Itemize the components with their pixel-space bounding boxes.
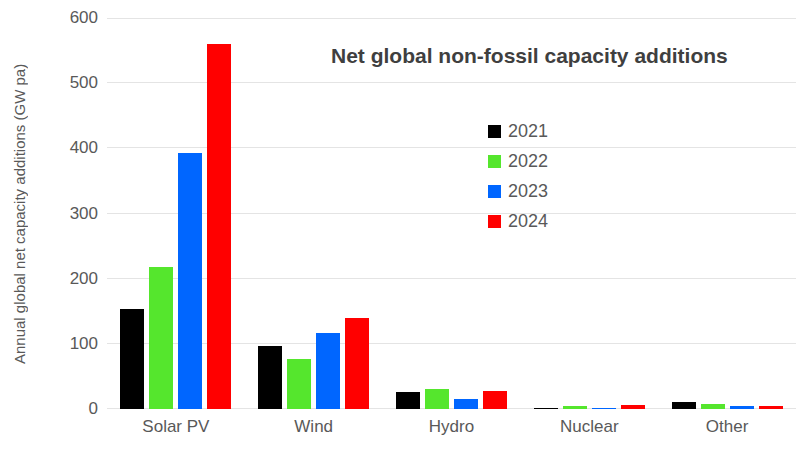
y-axis-title: Annual global net capacity additions (GW… bbox=[8, 18, 30, 409]
bar-2022-hydro bbox=[425, 389, 449, 409]
bar-2023-hydro bbox=[454, 399, 478, 409]
y-tick-label-0: 0 bbox=[50, 400, 98, 418]
bar-2024-nuclear bbox=[621, 405, 645, 409]
bar-2022-nuclear bbox=[563, 406, 587, 409]
bar-group-hydro bbox=[383, 18, 521, 409]
bar-2023-wind bbox=[316, 333, 340, 409]
plot-area bbox=[107, 18, 796, 409]
bar-2023-other bbox=[730, 406, 754, 409]
x-axis-labels: Solar PV Wind Hydro Nuclear Other bbox=[107, 417, 796, 437]
bar-group-nuclear bbox=[520, 18, 658, 409]
bar-2023-solar-pv bbox=[178, 153, 202, 409]
bar-chart: Net global non-fossil capacity additions… bbox=[0, 0, 800, 451]
bar-2021-nuclear bbox=[534, 408, 558, 409]
bar-group-wind bbox=[245, 18, 383, 409]
bar-2022-other bbox=[701, 404, 725, 409]
category-label-hydro: Hydro bbox=[383, 417, 521, 437]
bar-2021-other bbox=[672, 402, 696, 409]
category-label-other: Other bbox=[658, 417, 796, 437]
bar-2022-wind bbox=[287, 359, 311, 409]
bar-2024-hydro bbox=[483, 391, 507, 409]
y-tick-label-500: 500 bbox=[50, 74, 98, 92]
bar-2024-solar-pv bbox=[207, 44, 231, 409]
bar-2021-solar-pv bbox=[120, 309, 144, 409]
bar-2024-wind bbox=[345, 318, 369, 409]
bar-2022-solar-pv bbox=[149, 267, 173, 409]
y-tick-label-300: 300 bbox=[50, 205, 98, 223]
bar-2021-wind bbox=[258, 346, 282, 409]
category-label-nuclear: Nuclear bbox=[520, 417, 658, 437]
category-label-wind: Wind bbox=[245, 417, 383, 437]
bar-2021-hydro bbox=[396, 392, 420, 409]
y-tick-label-200: 200 bbox=[50, 270, 98, 288]
bar-2024-other bbox=[759, 406, 783, 409]
y-tick-label-100: 100 bbox=[50, 335, 98, 353]
y-axis-tick-labels: 0 100 200 300 400 500 600 bbox=[50, 18, 98, 409]
category-label-solar-pv: Solar PV bbox=[107, 417, 245, 437]
bar-group-other bbox=[658, 18, 796, 409]
y-tick-label-400: 400 bbox=[50, 139, 98, 157]
bar-2023-nuclear bbox=[592, 408, 616, 409]
y-tick-label-600: 600 bbox=[50, 9, 98, 27]
bar-group-solar-pv bbox=[107, 18, 245, 409]
